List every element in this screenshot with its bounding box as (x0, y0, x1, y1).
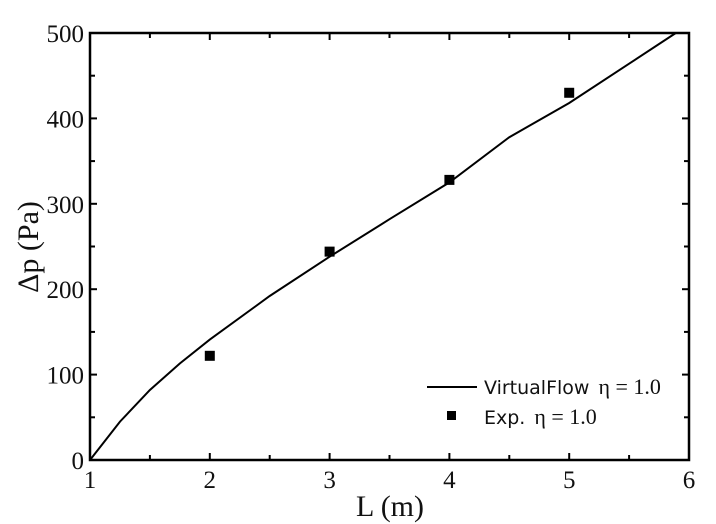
exp-data-point (564, 87, 575, 98)
exp-markers (204, 87, 575, 361)
x-tick-label: 6 (683, 467, 696, 494)
y-tick-labels: 0 100 200 300 400 500 (47, 21, 85, 475)
x-axis-title: L (m) (356, 490, 424, 523)
x-tick-label: 3 (323, 467, 336, 494)
x-tick-label: 2 (204, 467, 217, 494)
y-tick-label: 200 (47, 277, 85, 304)
y-tick-label: 100 (47, 363, 85, 390)
x-tick-label: 5 (563, 467, 576, 494)
plot-frame (88, 31, 691, 462)
exp-data-point (444, 174, 455, 185)
virtualflow-line (89, 32, 677, 461)
y-tick-label: 0 (72, 448, 85, 475)
x-tick-labels: 1 2 3 4 5 6 (84, 467, 696, 494)
x-tick-label: 4 (443, 467, 456, 494)
y-tick-label: 500 (47, 21, 85, 48)
legend: VirtualFlow η = 1.0 Exp. η = 1.0 (427, 374, 661, 429)
y-tick-label: 300 (47, 192, 85, 219)
x-tick-label: 1 (84, 467, 97, 494)
legend-item-exp: Exp. η = 1.0 (484, 404, 597, 429)
exp-data-point (324, 246, 335, 257)
y-axis-title: Δp (Pa) (12, 201, 45, 293)
exp-data-point (204, 350, 215, 361)
legend-square-icon (447, 411, 456, 420)
legend-item-virtualflow: VirtualFlow η = 1.0 (484, 374, 661, 399)
y-tick-label: 400 (47, 106, 85, 133)
